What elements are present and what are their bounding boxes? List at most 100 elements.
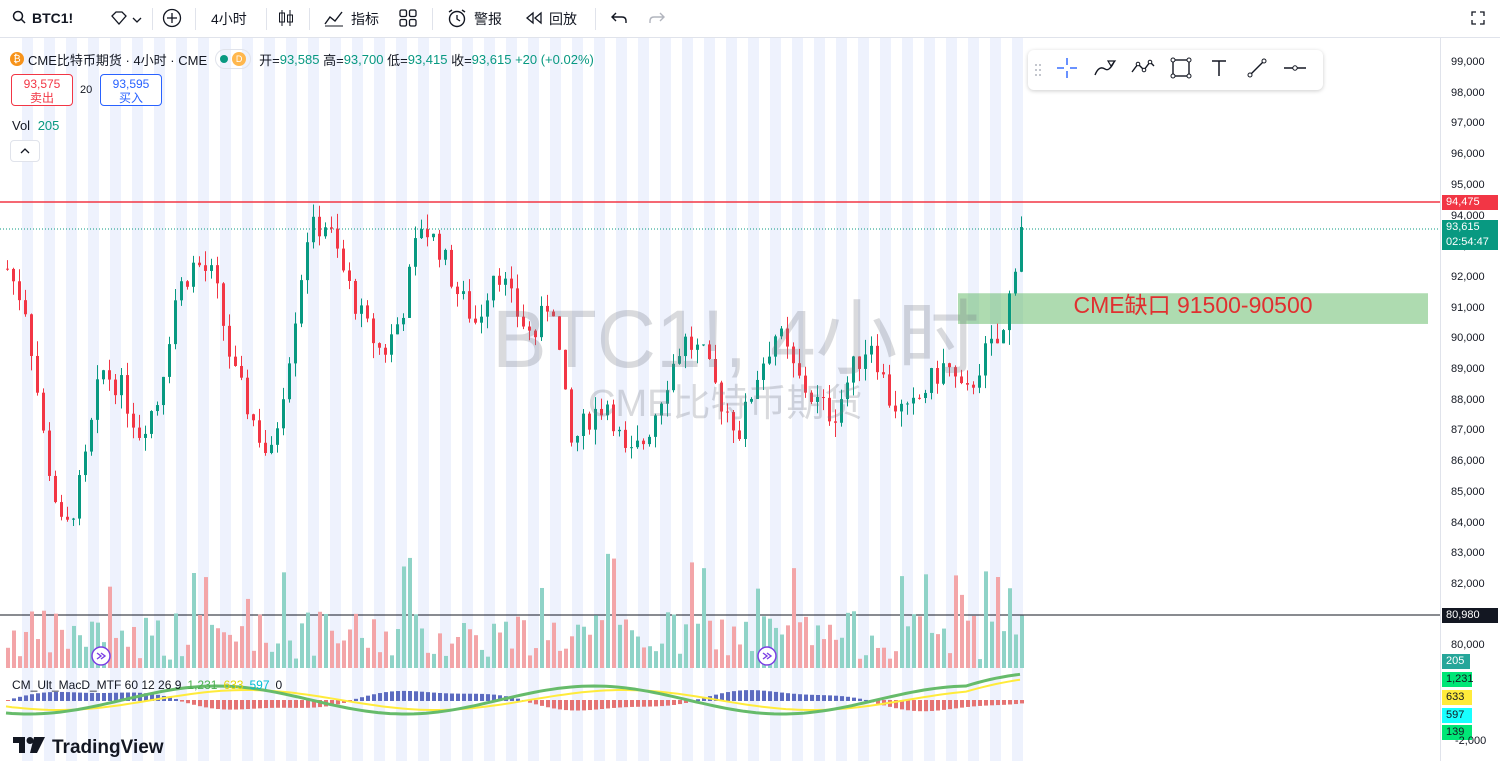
volume-bar [348,629,352,668]
undo-button[interactable] [610,0,628,38]
volume-bar [438,633,442,668]
macd-histogram-bar [156,694,160,701]
macd-histogram-bar [744,690,748,701]
chart-pane[interactable] [0,38,1440,761]
compare-button[interactable] [162,0,182,38]
macd-histogram-bar [606,700,610,709]
macd-histogram-bar [150,693,154,701]
candle-body [96,379,99,420]
legend-title[interactable]: CME比特币期货 · 4小时 · CME [28,52,208,68]
volume-bar [318,611,322,668]
alert-button[interactable]: 警报 [446,0,502,38]
crosshair-tool[interactable] [1048,50,1086,90]
macd-histogram-bar [834,695,838,701]
candle-body [780,328,783,337]
buy-button[interactable]: 93,595 买入 [100,74,162,106]
candle-body [486,300,489,317]
symbol-type-dropdown[interactable] [110,0,142,38]
candle-body [822,397,825,399]
macd-histogram-bar [96,693,100,701]
macd-histogram-bar [1014,700,1018,705]
volume-bar [222,632,226,668]
macd-legend[interactable]: CM_Ult_MacD_MTF 60 12 26 9 1,231 633 597… [12,678,282,692]
cme-gap-label[interactable]: CME缺口 91500-90500 [1073,292,1313,318]
price-axis-label: 89,000 [1451,363,1485,375]
macd-histogram-bar [600,700,604,710]
macd-histogram-bar [780,692,784,701]
macd-histogram-bar [420,691,424,701]
volume-bar [654,651,658,668]
price-axis[interactable]: 99,00098,00097,00096,00095,00094,00093,0… [1440,38,1500,761]
layouts-button[interactable] [398,0,418,38]
macd-histogram-bar [642,700,646,707]
drag-handle-icon[interactable] [1028,50,1048,90]
volume-bar [498,632,502,668]
text-tool[interactable] [1200,50,1238,90]
candle-body [582,413,585,436]
volume-bar [426,652,430,668]
tradingview-logo[interactable]: TradingView [12,736,164,760]
volume-bar [594,615,598,668]
high-value: 93,700 [343,51,384,67]
brush-tool[interactable] [1086,50,1124,90]
volume-bar [576,624,580,668]
indicators-button[interactable]: 指标 [323,0,379,38]
chart-type-button[interactable] [277,0,295,38]
rectangle-tool[interactable] [1162,50,1200,90]
horizontal-ray-tool[interactable] [1276,50,1314,90]
low-value: 93,415 [407,51,448,67]
collapse-legend-button[interactable] [10,140,40,162]
macd-histogram-bar [774,691,778,701]
session-stripe [968,38,979,761]
session-stripe [198,38,209,761]
volume-bar [108,586,112,668]
candle-body [288,363,291,400]
replay-button[interactable]: 回放 [525,0,577,38]
candle-body [546,305,549,312]
bitcoin-icon: ₿ [10,52,24,66]
candle-body [504,278,507,285]
macd-histogram-bar [30,694,34,701]
sell-button[interactable]: 93,575 卖出 [11,74,73,106]
pattern-tool[interactable] [1124,50,1162,90]
macd-histogram-bar [168,697,172,701]
candle-body [714,358,717,383]
candle-body [456,286,459,295]
trendline-tool[interactable] [1238,50,1276,90]
redo-button[interactable] [648,0,666,38]
volume-bar [216,628,220,668]
volume-bar [672,614,676,668]
symbol-search[interactable]: BTC1! [6,4,100,32]
volume-bar [840,637,844,668]
candle-body [240,365,243,378]
macd-histogram-bar [1002,700,1006,705]
candle-body [54,475,57,503]
volume-bar [336,643,340,668]
macd-histogram-bar [114,692,118,701]
volume-bar [756,588,760,668]
candle-body [732,412,735,431]
session-stripe [880,38,891,761]
divider [432,8,433,30]
session-stripe [946,38,957,761]
macd-histogram-bar [24,695,28,701]
session-stripe [924,38,935,761]
trendline-icon [1246,57,1268,84]
volume-legend[interactable]: Vol 205 [12,118,59,133]
session-stripe [572,38,583,761]
fullscreen-button[interactable] [1470,0,1486,38]
candle-body [840,399,843,423]
candle-body [360,305,363,314]
volume-bar [402,566,406,668]
candle-body [1020,227,1023,272]
candle-body [612,404,615,432]
interval-button[interactable]: 4小时 [211,0,247,38]
macd-histogram-bar [684,700,688,703]
macd-histogram-bar [756,690,760,701]
macd-histogram-bar [630,700,634,707]
volume-bar [120,630,124,668]
candle-body [912,397,915,404]
market-status-pill[interactable]: D [215,49,252,69]
grid-icon [398,8,418,31]
price-chart [0,38,1440,761]
